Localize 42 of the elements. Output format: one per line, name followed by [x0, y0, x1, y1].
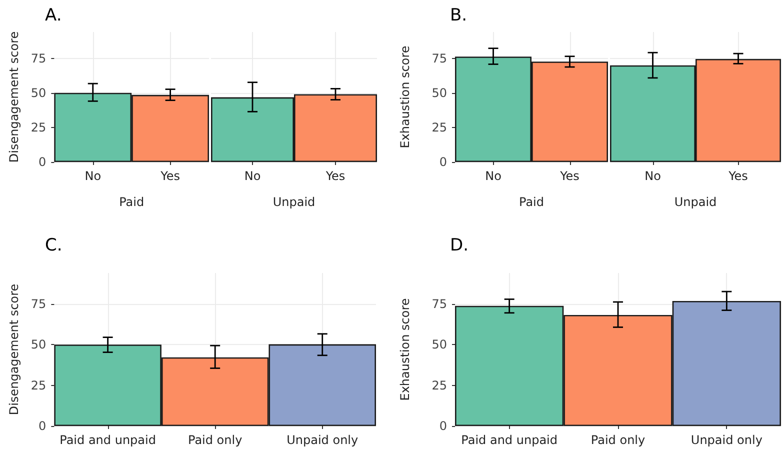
chart-title: A. — [45, 6, 62, 26]
x-tick-label: Paid only — [188, 433, 242, 447]
y-axis-title: Exhaustion score — [398, 46, 412, 148]
y-tick-label: 0 — [439, 419, 447, 433]
x-tick-label: No — [485, 169, 502, 183]
y-tick-label: 25 — [432, 378, 447, 392]
y-tick-label: 50 — [30, 338, 46, 352]
x-tick-label: Paid only — [590, 433, 646, 447]
x-axis-title: Paid — [119, 195, 144, 209]
x-tick-label: Paid and unpaid — [461, 433, 558, 447]
y-tick-label: 75 — [432, 296, 447, 311]
y-axis-title: Disengagement score — [7, 31, 21, 163]
x-axis-title: Paid — [518, 195, 544, 209]
y-tick-label: 25 — [30, 120, 46, 134]
x-tick-label: Unpaid only — [690, 433, 762, 447]
y-tick-label: 25 — [30, 378, 46, 392]
x-tick-label: No — [244, 169, 261, 183]
x-axis-title: Unpaid — [272, 195, 316, 209]
chart-title: C. — [45, 236, 62, 256]
chart-title: B. — [450, 6, 468, 26]
x-tick-label: Yes — [728, 169, 748, 183]
y-tick-label: 50 — [432, 338, 447, 352]
x-tick-label: Yes — [160, 169, 180, 183]
y-tick-label: 75 — [30, 296, 46, 311]
x-tick-label: Unpaid only — [286, 433, 358, 447]
y-axis-title: Disengagement score — [7, 284, 21, 416]
y-tick-label: 50 — [30, 86, 46, 100]
x-axis-title: Unpaid — [674, 195, 717, 209]
y-tick-label: 75 — [30, 51, 46, 66]
y-tick-label: 50 — [432, 86, 447, 100]
chart-title: D. — [450, 236, 468, 256]
y-tick-label: 0 — [38, 419, 46, 433]
y-tick-label: 25 — [432, 120, 447, 134]
x-tick-label: No — [644, 169, 661, 183]
x-tick-label: Paid and unpaid — [60, 433, 156, 447]
y-tick-label: 0 — [439, 155, 447, 169]
y-tick-label: 75 — [432, 51, 447, 66]
x-tick-label: Yes — [324, 169, 346, 183]
x-tick-label: Yes — [559, 169, 580, 183]
x-tick-label: No — [84, 169, 102, 183]
y-axis-title: Exhaustion score — [398, 298, 412, 401]
y-tick-label: 0 — [38, 155, 46, 169]
